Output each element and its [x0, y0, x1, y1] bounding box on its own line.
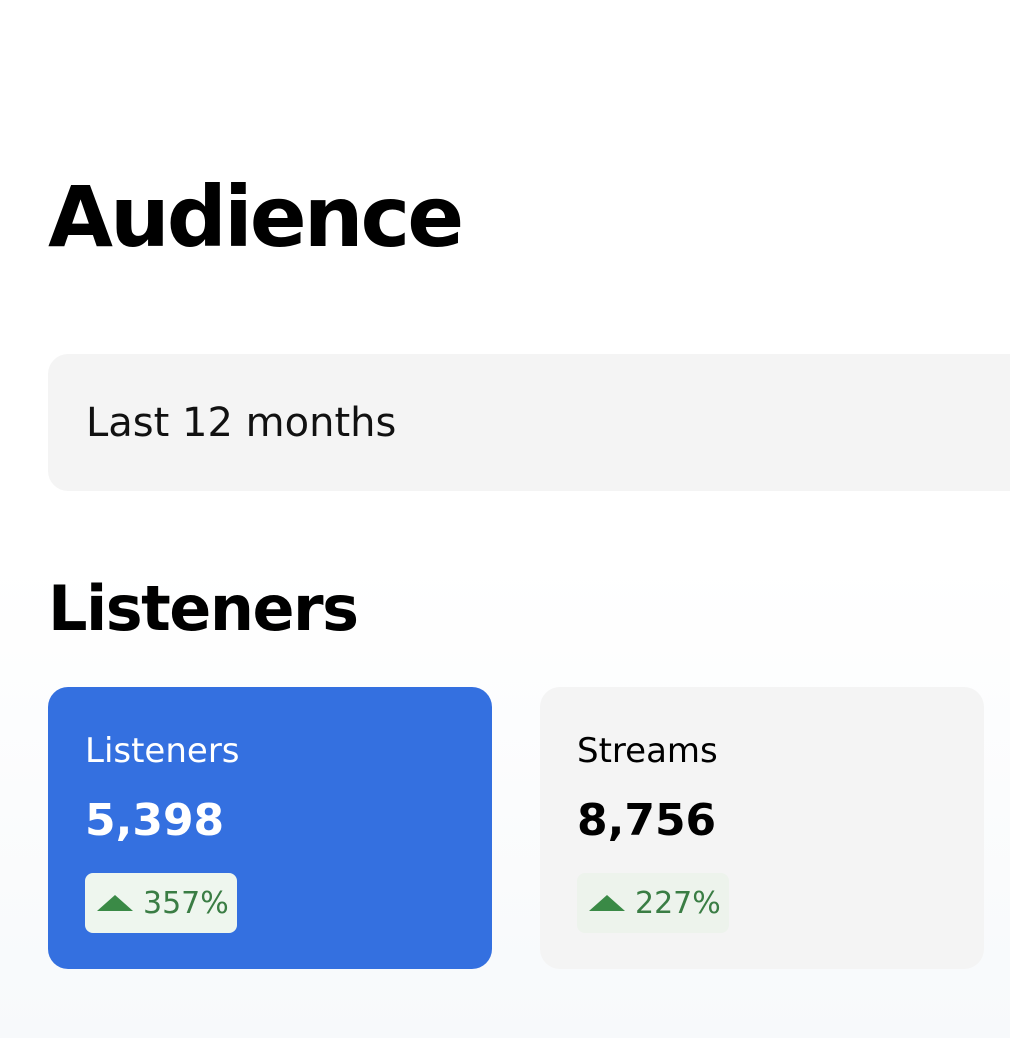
up-arrow	[97, 895, 133, 911]
section-title: Listeners	[48, 572, 359, 645]
metric-value: 5,398	[85, 795, 225, 846]
date-range-selector[interactable]: Last 12 months	[48, 354, 1010, 491]
change-value: 357%	[143, 885, 229, 921]
date-range-label: Last 12 months	[86, 400, 397, 446]
metric-label: Listeners	[85, 731, 240, 771]
metric-card[interactable]: Streams 8,756 227%	[540, 687, 984, 969]
change-value: 227%	[635, 885, 721, 921]
metric-label: Streams	[577, 731, 718, 771]
metric-value: 8,756	[577, 795, 717, 846]
change-badge: 227%	[577, 873, 729, 933]
metric-card[interactable]: Listeners 5,398 357%	[48, 687, 492, 969]
page-title: Audience	[48, 168, 464, 266]
change-badge: 357%	[85, 873, 237, 933]
up-arrow	[589, 895, 625, 911]
